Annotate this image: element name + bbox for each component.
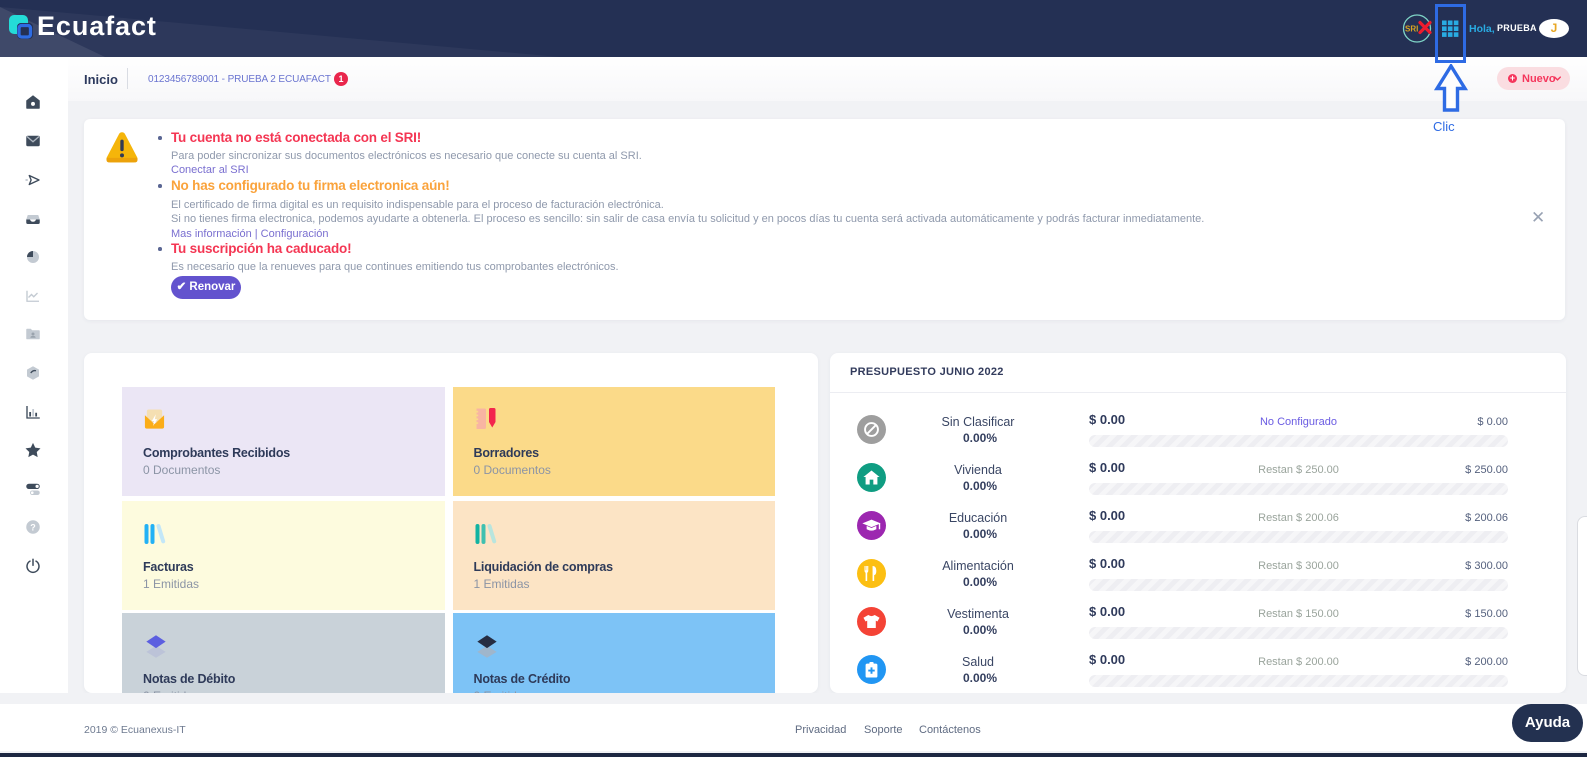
svg-text:?: ? — [30, 522, 36, 532]
svg-text:SRI: SRI — [1405, 25, 1418, 34]
